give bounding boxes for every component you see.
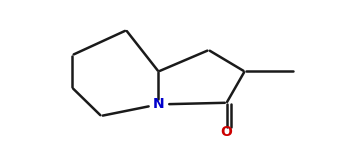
Text: N: N — [153, 97, 164, 111]
Text: O: O — [221, 125, 233, 139]
